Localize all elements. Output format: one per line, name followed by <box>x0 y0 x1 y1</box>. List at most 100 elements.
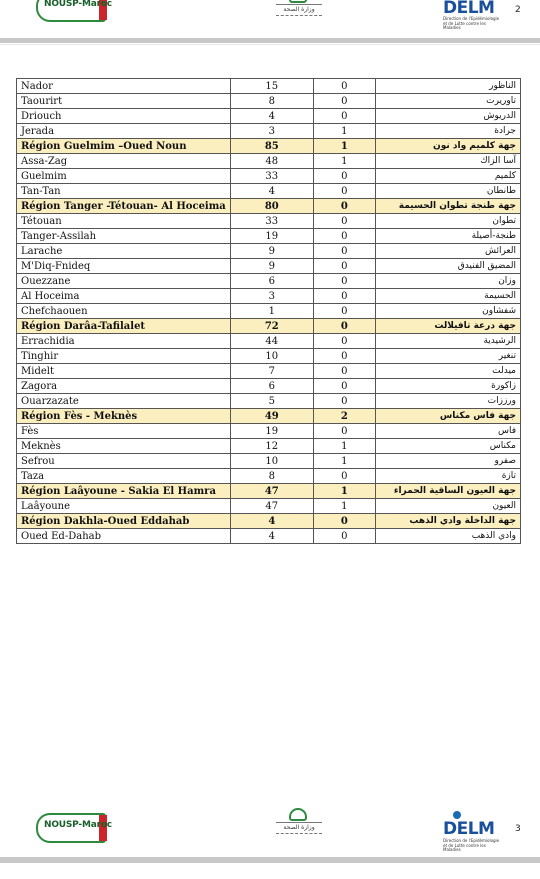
table-row: Nador 15 0 الناظور <box>16 78 522 94</box>
deaths-count: 0 <box>312 513 376 529</box>
region-row: Région Guelmim –Oued Noun 85 1 جهة كلميم وا… <box>16 138 522 154</box>
province-name-ar: جهة درعة تافيلالت <box>374 318 522 334</box>
province-name-ar: جهة فاس مكناس <box>374 408 522 424</box>
province-name-fr: Guelmim <box>16 168 231 184</box>
page-divider-bottom <box>0 857 540 863</box>
cases-count: 6 <box>229 273 314 289</box>
province-name-ar: تطوان <box>374 213 522 229</box>
cases-count: 33 <box>229 213 314 229</box>
deaths-count: 0 <box>312 333 376 349</box>
deaths-count: 0 <box>312 108 376 124</box>
cases-count: 5 <box>229 393 314 409</box>
table-row: Tan-Tan 4 0 طانطان <box>16 183 522 199</box>
table-row: M'Diq-Fnideq 9 0 المضيق الفنيدق <box>16 258 522 274</box>
province-name-fr: Oued Ed-Dahab <box>16 528 231 544</box>
province-name-ar: طانطان <box>374 183 522 199</box>
cases-count: 4 <box>229 513 314 529</box>
province-name-fr: Fès <box>16 423 231 439</box>
deaths-count: 0 <box>312 273 376 289</box>
delm-logo-subtitle: Direction de l'Epidémiologie et de Lutte… <box>443 16 500 30</box>
nousp-logo-footer-text: NOUSP-Maroc <box>44 820 112 830</box>
table-row: Ouezzane 6 0 وزان <box>16 273 522 289</box>
deaths-count: 1 <box>312 483 376 499</box>
province-name-ar: زاكورة <box>374 378 522 394</box>
province-name-fr: Région Laâyoune - Sakia El Hamra <box>16 483 231 499</box>
deaths-count: 1 <box>312 138 376 154</box>
region-row: Région Laâyoune - Sakia El Hamra 47 1 جهة ا… <box>16 483 522 499</box>
cases-count: 72 <box>229 318 314 334</box>
table-row: Taourirt 8 0 تاوريرت <box>16 93 522 109</box>
deaths-count: 0 <box>312 348 376 364</box>
cases-count: 7 <box>229 363 314 379</box>
delm-logo-text: DELM <box>443 0 495 18</box>
province-name-fr: Laâyoune <box>16 498 231 514</box>
cases-count: 3 <box>229 123 314 139</box>
nousp-logo-text: NOUSP-Maroc <box>44 0 112 9</box>
cases-count: 47 <box>229 498 314 514</box>
province-name-fr: Tanger-Assilah <box>16 228 231 244</box>
region-row: Région Dakhla-Oued Eddahab 4 0 جهة الداخلة … <box>16 513 522 529</box>
province-name-fr: Région Guelmim –Oued Noun <box>16 138 231 154</box>
deaths-count: 0 <box>312 318 376 334</box>
province-name-ar: جهة العيون الساقية الحمراء <box>374 483 522 499</box>
province-name-fr: M'Diq-Fnideq <box>16 258 231 274</box>
table-row: Zagora 6 0 زاكورة <box>16 378 522 394</box>
region-row: Région Fès - Meknès 49 2 جهة فاس مكناس <box>16 408 522 424</box>
table-row: Larache 9 0 العرائش <box>16 243 522 259</box>
province-name-ar: الحسيمة <box>374 288 522 304</box>
province-name-ar: تازة <box>374 468 522 484</box>
deaths-count: 0 <box>312 258 376 274</box>
table-row: Midelt 7 0 ميدلت <box>16 363 522 379</box>
table-row: Chefchaouen 1 0 شفشاون <box>16 303 522 319</box>
province-name-fr: Tinghir <box>16 348 231 364</box>
province-name-ar: ميدلت <box>374 363 522 379</box>
deaths-count: 0 <box>312 303 376 319</box>
ministry-logo-footer-text: وزارة الصحة <box>283 824 315 831</box>
cases-count: 4 <box>229 183 314 199</box>
cases-count: 10 <box>229 453 314 469</box>
page-number-top: 2 <box>515 5 521 15</box>
province-name-fr: Nador <box>16 78 231 94</box>
province-name-ar: الرشيدية <box>374 333 522 349</box>
table-row: Ouarzazate 5 0 ورززات <box>16 393 522 409</box>
province-name-ar: تنغير <box>374 348 522 364</box>
province-name-fr: Ouarzazate <box>16 393 231 409</box>
table-row: Taza 8 0 تازة <box>16 468 522 484</box>
province-name-fr: Assa-Zag <box>16 153 231 169</box>
table-row: Assa-Zag 48 1 آسا الزاك <box>16 153 522 169</box>
page-divider-top <box>0 38 540 43</box>
deaths-count: 0 <box>312 468 376 484</box>
province-name-fr: Ouezzane <box>16 273 231 289</box>
deaths-count: 0 <box>312 378 376 394</box>
province-name-fr: Région Fès - Meknès <box>16 408 231 424</box>
province-name-ar: العيون <box>374 498 522 514</box>
ministry-logo-text: وزارة الصحة <box>283 6 315 13</box>
province-name-fr: Sefrou <box>16 453 231 469</box>
province-name-ar: وزان <box>374 273 522 289</box>
deaths-count: 0 <box>312 213 376 229</box>
table-row: Tanger-Assilah 19 0 طنجة-أصيلة <box>16 228 522 244</box>
cases-count: 1 <box>229 303 314 319</box>
deaths-count: 1 <box>312 438 376 454</box>
province-name-ar: فاس <box>374 423 522 439</box>
province-name-fr: Chefchaouen <box>16 303 231 319</box>
province-name-ar: تاوريرت <box>374 93 522 109</box>
province-name-ar: صفرو <box>374 453 522 469</box>
region-row: Région Tanger -Tétouan- Al Hoceima 80 0 جهة… <box>16 198 522 214</box>
delm-logo: DELM Direction de l'Epidémiologie et de … <box>443 0 499 32</box>
deaths-count: 0 <box>312 528 376 544</box>
table-row: Sefrou 10 1 صفرو <box>16 453 522 469</box>
province-name-ar: العرائش <box>374 243 522 259</box>
cases-count: 44 <box>229 333 314 349</box>
deaths-count: 0 <box>312 183 376 199</box>
deaths-count: 1 <box>312 453 376 469</box>
table-row: Laâyoune 47 1 العيون <box>16 498 522 514</box>
deaths-count: 0 <box>312 423 376 439</box>
province-name-fr: Zagora <box>16 378 231 394</box>
cases-count: 10 <box>229 348 314 364</box>
cases-count: 85 <box>229 138 314 154</box>
deaths-count: 0 <box>312 93 376 109</box>
cases-count: 33 <box>229 168 314 184</box>
table-row: Tinghir 10 0 تنغير <box>16 348 522 364</box>
deaths-count: 1 <box>312 153 376 169</box>
